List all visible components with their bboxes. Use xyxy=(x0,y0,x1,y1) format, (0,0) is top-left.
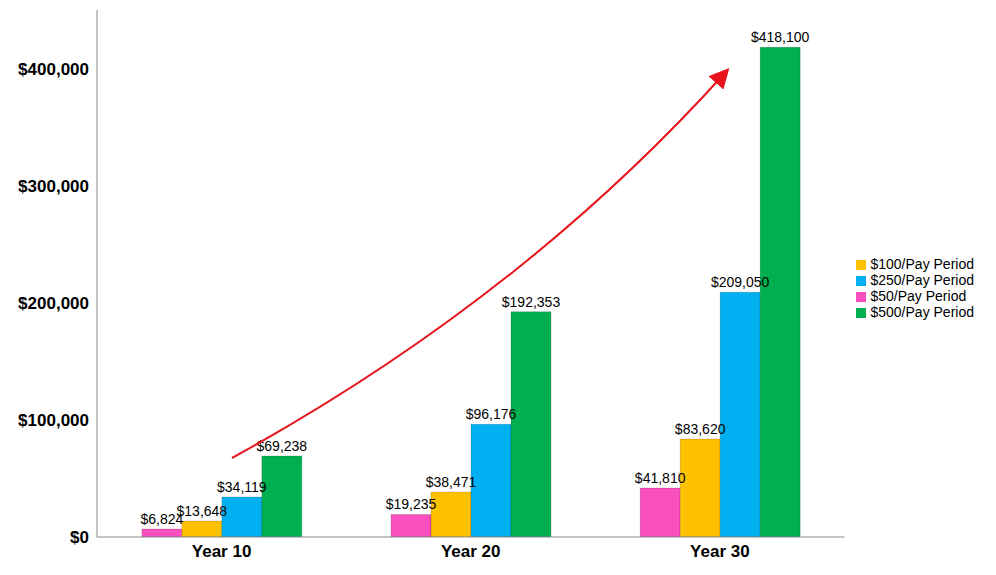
html-text:$50/Pay Period: $50/Pay Period xyxy=(870,287,967,304)
svg-text:Year 30: Year 30 xyxy=(690,542,750,561)
svg-text:$34,119: $34,119 xyxy=(217,479,267,495)
svg-text:$200,000: $200,000 xyxy=(18,294,89,313)
svg-text:$69,238: $69,238 xyxy=(257,438,308,454)
svg-text:$418,100: $418,100 xyxy=(751,29,810,45)
svg-text:$192,353: $192,353 xyxy=(502,294,561,310)
svg-text:$41,810: $41,810 xyxy=(635,470,686,486)
svg-text:$6,824: $6,824 xyxy=(140,511,184,527)
svg-text:$100,000: $100,000 xyxy=(18,411,89,430)
svg-text:$13,648: $13,648 xyxy=(177,503,228,519)
svg-text:$300,000: $300,000 xyxy=(18,177,89,196)
svg-text:$0: $0 xyxy=(70,528,89,547)
html-text:$500/Pay Period: $500/Pay Period xyxy=(870,303,974,320)
svg-text:$19,235: $19,235 xyxy=(386,496,437,512)
html-text:$100/Pay Period: $100/Pay Period xyxy=(870,255,974,272)
svg-text:$400,000: $400,000 xyxy=(18,60,89,79)
svg-text:$209,050: $209,050 xyxy=(711,274,770,290)
svg-text:Year 10: Year 10 xyxy=(192,542,252,561)
svg-text:$83,620: $83,620 xyxy=(675,421,726,437)
html-text:$250/Pay Period: $250/Pay Period xyxy=(870,271,974,288)
svg-text:$38,471: $38,471 xyxy=(426,474,477,490)
svg-text:$96,176: $96,176 xyxy=(466,406,517,422)
svg-text:Year 20: Year 20 xyxy=(441,542,501,561)
